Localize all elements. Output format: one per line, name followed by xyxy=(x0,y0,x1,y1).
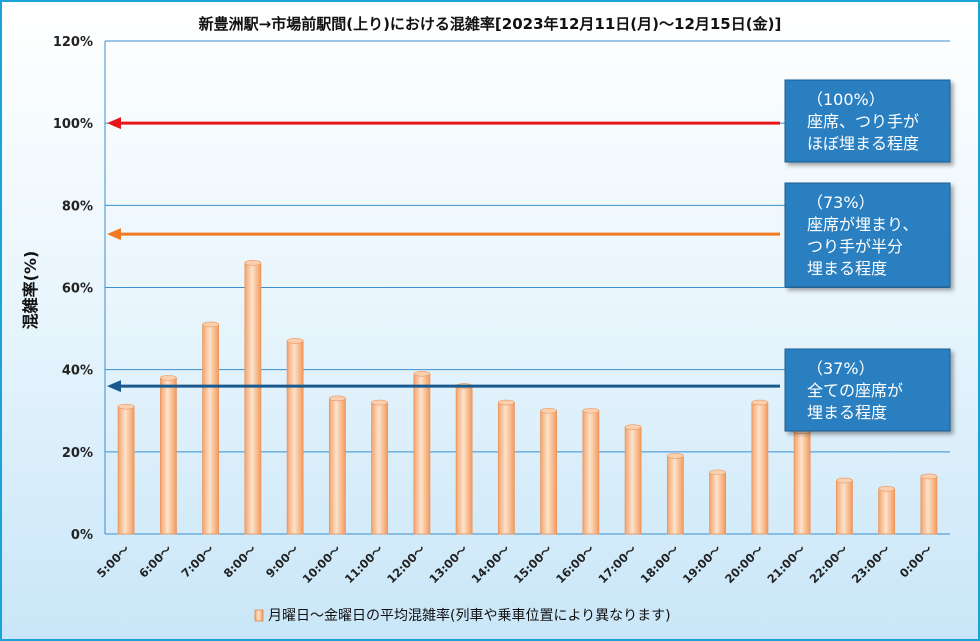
x-axis-ticks: 5:00～ 6:00～ 7:00～ 8:00～ 9:00～10:00～11:00～12:… xyxy=(94,542,935,586)
bar-cap xyxy=(878,486,895,492)
legend: 月曜日～金曜日の平均混雑率(列車や乗車位置により異なります) xyxy=(254,607,671,624)
y-tick-label: 100% xyxy=(53,117,93,132)
x-tick-label: 23:00～ xyxy=(849,542,893,586)
x-tick-label: 9:00～ xyxy=(263,542,302,581)
callout-box xyxy=(784,79,951,163)
x-tick-label: 18:00～ xyxy=(638,542,682,586)
y-axis-label: 混雑率(%) xyxy=(21,251,40,330)
x-tick-label: 16:00～ xyxy=(553,542,597,586)
bar xyxy=(835,480,853,535)
bar xyxy=(751,402,769,535)
bar xyxy=(497,402,515,535)
y-tick-label: 120% xyxy=(53,35,93,50)
callout-text: （100%） xyxy=(807,90,885,109)
callout-text: 埋まる程度 xyxy=(807,259,887,278)
bar-cap xyxy=(582,407,600,414)
bar-cap xyxy=(751,399,769,406)
callout-text: 座席、つり手が xyxy=(807,112,919,131)
bars xyxy=(117,260,938,535)
bar-cap xyxy=(371,399,388,406)
x-tick-label: 5:00～ xyxy=(94,542,133,581)
arrow-head-icon xyxy=(107,380,121,393)
bar xyxy=(328,398,346,535)
bar-cap xyxy=(667,453,684,459)
y-tick-label: 80% xyxy=(62,199,93,214)
bar-cap xyxy=(624,424,642,430)
y-tick-label: 40% xyxy=(62,364,93,379)
bar xyxy=(286,340,304,535)
bar-cap xyxy=(709,469,726,476)
callout-text: ほぼ埋まる程度 xyxy=(807,134,919,153)
bar xyxy=(793,430,811,535)
y-tick-label: 0% xyxy=(71,528,93,543)
callout-text: （73%） xyxy=(807,193,875,212)
x-tick-label: 20:00～ xyxy=(722,542,766,586)
bar-cap xyxy=(286,338,304,344)
chart-title: 新豊洲駅→市場前駅間(上り)における混雑率[2023年12月11日(月)～12月… xyxy=(199,15,782,33)
legend-swatch xyxy=(254,609,264,622)
x-tick-label: 10:00～ xyxy=(300,542,344,586)
x-tick-label: 22:00～ xyxy=(807,542,851,586)
bar xyxy=(117,406,135,535)
x-tick-label: 7:00～ xyxy=(178,542,217,581)
bar-cap xyxy=(836,477,853,484)
bar-cap xyxy=(498,399,515,406)
callout-box xyxy=(784,348,951,432)
bar xyxy=(244,262,262,535)
x-tick-label: 21:00～ xyxy=(764,542,808,586)
bar-cap xyxy=(202,321,219,328)
callout-text: 埋まる程度 xyxy=(807,403,887,422)
bar xyxy=(920,476,938,535)
x-tick-label: 6:00～ xyxy=(136,542,175,581)
x-tick-label: 0:00～ xyxy=(897,542,936,581)
bar xyxy=(624,426,642,535)
bar-cap xyxy=(540,407,557,414)
callout-text: 座席が埋まり、 xyxy=(807,215,918,234)
bar xyxy=(540,410,558,535)
bar xyxy=(878,488,896,535)
arrow-head-icon xyxy=(107,228,121,241)
bar xyxy=(371,402,389,535)
bar-cap xyxy=(117,403,135,410)
bar-cap xyxy=(329,395,346,402)
x-tick-label: 19:00～ xyxy=(680,542,724,586)
x-tick-label: 15:00～ xyxy=(511,542,555,586)
legend-label: 月曜日～金曜日の平均混雑率(列車や乗車位置により異なります) xyxy=(268,607,671,624)
callout-text: 全ての座席が xyxy=(807,381,903,400)
bar xyxy=(582,410,600,535)
x-tick-label: 14:00～ xyxy=(469,542,513,586)
y-tick-label: 60% xyxy=(62,282,93,297)
bar xyxy=(159,377,177,535)
y-axis-ticks: 0% 20% 40% 60% 80% 100% 120% xyxy=(53,35,93,543)
bar-cap xyxy=(160,375,177,381)
bar xyxy=(709,471,727,535)
x-tick-label: 11:00～ xyxy=(342,542,386,586)
x-tick-label: 12:00～ xyxy=(384,542,428,586)
bar xyxy=(455,385,473,535)
bar xyxy=(413,373,431,535)
x-tick-label: 13:00～ xyxy=(426,542,470,586)
bar xyxy=(666,455,684,535)
callout-text: （37%） xyxy=(807,359,875,378)
bar xyxy=(202,324,220,535)
callout-text: つり手が半分 xyxy=(807,237,903,256)
bar-cap xyxy=(413,370,431,377)
x-tick-label: 17:00～ xyxy=(595,542,639,586)
callout-box xyxy=(784,182,951,288)
x-tick-label: 8:00～ xyxy=(221,542,260,581)
y-tick-label: 20% xyxy=(62,446,93,461)
arrow-head-icon xyxy=(107,117,121,130)
bar-cap xyxy=(920,473,938,480)
bar-cap xyxy=(244,260,262,266)
